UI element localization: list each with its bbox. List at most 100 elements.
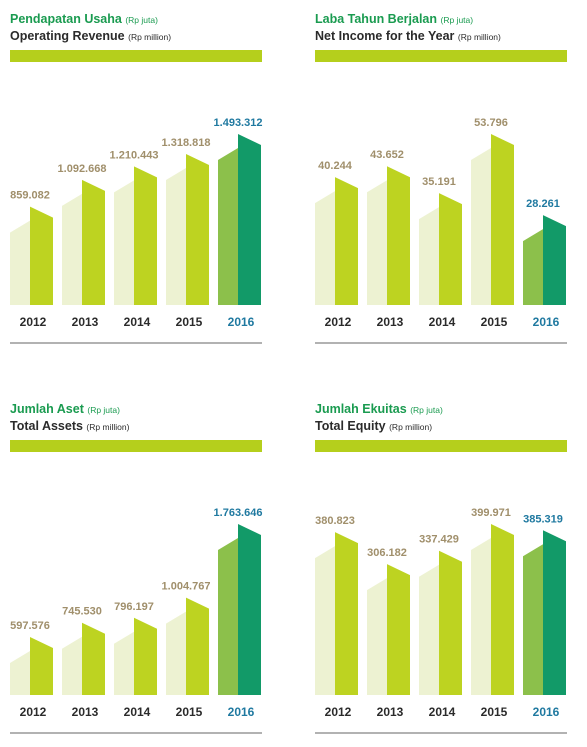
chart-title-en-text: Total Assets xyxy=(10,419,83,433)
bar-2012 xyxy=(335,177,358,305)
value-label-2013: 43.652 xyxy=(370,149,404,161)
year-label-2012: 2012 xyxy=(325,315,352,329)
chart-title-en: Net Income for the Year (Rp million) xyxy=(315,29,501,43)
bar-2016 xyxy=(238,134,261,305)
bar-back-2012 xyxy=(10,651,30,695)
chart-title-id: Laba Tahun Berjalan (Rp juta) xyxy=(315,12,473,26)
chart-panel-net-income: Laba Tahun Berjalan (Rp juta) Net Income… xyxy=(315,12,567,344)
bar-2015 xyxy=(491,524,514,695)
year-label-2012: 2012 xyxy=(325,705,352,719)
bar-back-2013 xyxy=(62,193,82,305)
year-label-2015: 2015 xyxy=(481,315,508,329)
bar-back-2014 xyxy=(419,207,439,305)
bar-2014 xyxy=(439,193,462,305)
year-label-2013: 2013 xyxy=(72,705,99,719)
year-label-2015: 2015 xyxy=(176,705,203,719)
value-label-2014: 796.197 xyxy=(114,601,154,613)
year-label-2015: 2015 xyxy=(176,315,203,329)
value-label-2016: 1.493.312 xyxy=(214,117,263,129)
year-label-2016: 2016 xyxy=(228,315,255,329)
accent-bar xyxy=(315,440,567,452)
year-label-2012: 2012 xyxy=(20,315,47,329)
value-label-2012: 40.244 xyxy=(318,160,353,172)
bar-back-2014 xyxy=(114,180,134,305)
chart-title-en: Operating Revenue (Rp million) xyxy=(10,29,171,43)
bar-2013 xyxy=(387,564,410,695)
chart-title-id-unit: (Rp juta) xyxy=(87,405,120,415)
chart-title-en-unit: (Rp million) xyxy=(457,32,501,42)
value-label-2015: 1.004.767 xyxy=(162,581,211,593)
bar-back-2015 xyxy=(471,538,491,695)
value-label-2015: 53.796 xyxy=(474,117,508,129)
value-label-2016: 385.319 xyxy=(523,513,563,525)
bar-2012 xyxy=(30,206,53,305)
accent-bar xyxy=(10,50,262,62)
bar-2013 xyxy=(82,179,105,305)
chart-title-id-text: Pendapatan Usaha xyxy=(10,12,122,26)
value-label-2012: 597.576 xyxy=(10,620,50,632)
bar-2014 xyxy=(439,550,462,695)
bar-back-2012 xyxy=(10,220,30,305)
bar-2013 xyxy=(82,622,105,695)
bar-2015 xyxy=(186,153,209,305)
chart-title-en: Total Assets (Rp million) xyxy=(10,419,129,433)
accent-bar xyxy=(10,440,262,452)
chart-panel-total-equity: Jumlah Ekuitas (Rp juta) Total Equity (R… xyxy=(315,402,567,734)
chart-title-id-unit: (Rp juta) xyxy=(410,405,443,415)
year-label-2016: 2016 xyxy=(228,705,255,719)
bar-back-2016 xyxy=(218,538,238,695)
chart-title-en: Total Equity (Rp million) xyxy=(315,419,432,433)
value-label-2016: 28.261 xyxy=(526,198,560,210)
chart-panel-total-assets: Jumlah Aset (Rp juta) Total Assets (Rp m… xyxy=(10,402,262,734)
year-label-2014: 2014 xyxy=(429,315,456,329)
value-label-2013: 1.092.668 xyxy=(58,163,107,175)
year-label-2013: 2013 xyxy=(72,315,99,329)
chart-title-id-text: Laba Tahun Berjalan xyxy=(315,12,438,26)
year-label-2014: 2014 xyxy=(429,705,456,719)
bar-2012 xyxy=(335,532,358,695)
bar-2016 xyxy=(543,530,566,695)
chart-title-id-unit: (Rp juta) xyxy=(125,15,158,25)
chart-title-id: Pendapatan Usaha (Rp juta) xyxy=(10,12,158,26)
value-label-2015: 399.971 xyxy=(471,507,511,519)
year-label-2016: 2016 xyxy=(533,705,560,719)
chart-title-en-text: Total Equity xyxy=(315,419,386,433)
chart-title-en-unit: (Rp million) xyxy=(128,32,172,42)
year-label-2014: 2014 xyxy=(124,705,151,719)
bar-back-2016 xyxy=(218,148,238,305)
bar-2015 xyxy=(186,597,209,695)
year-label-2013: 2013 xyxy=(377,315,404,329)
chart-title-en-text: Operating Revenue xyxy=(10,29,125,43)
bar-back-2012 xyxy=(315,191,335,305)
value-label-2012: 380.823 xyxy=(315,515,355,527)
bar-back-2013 xyxy=(367,578,387,695)
chart-title-en-text: Net Income for the Year xyxy=(315,29,455,43)
value-label-2012: 859.082 xyxy=(10,190,50,202)
year-label-2016: 2016 xyxy=(533,315,560,329)
value-label-2014: 35.191 xyxy=(422,176,456,188)
accent-bar xyxy=(315,50,567,62)
year-label-2014: 2014 xyxy=(124,315,151,329)
chart-panel-operating-revenue: Pendapatan Usaha (Rp juta) Operating Rev… xyxy=(10,12,263,344)
bar-back-2016 xyxy=(523,544,543,695)
value-label-2013: 745.530 xyxy=(62,606,102,618)
bar-2014 xyxy=(134,617,157,695)
chart-title-id-text: Jumlah Aset xyxy=(10,402,84,416)
year-label-2015: 2015 xyxy=(481,705,508,719)
value-label-2015: 1.318.818 xyxy=(162,137,211,149)
chart-title-id: Jumlah Aset (Rp juta) xyxy=(10,402,120,416)
bar-back-2015 xyxy=(166,611,186,695)
bar-2015 xyxy=(491,134,514,305)
bar-back-2014 xyxy=(114,631,134,695)
bar-back-2015 xyxy=(166,167,186,305)
bar-2013 xyxy=(387,166,410,305)
bar-chart-total-equity: 380.823 2012 306.182 2013 337.429 2014 399.971… xyxy=(315,507,567,734)
bar-back-2012 xyxy=(315,546,335,695)
year-label-2013: 2013 xyxy=(377,705,404,719)
bar-chart-total-assets: 597.576 2012 745.530 2013 796.197 2014 1.004.7… xyxy=(10,507,262,734)
bar-back-2016 xyxy=(523,229,543,305)
bar-2016 xyxy=(543,215,566,305)
bar-back-2015 xyxy=(471,148,491,305)
chart-title-en-unit: (Rp million) xyxy=(86,422,130,432)
chart-title-en-unit: (Rp million) xyxy=(389,422,433,432)
